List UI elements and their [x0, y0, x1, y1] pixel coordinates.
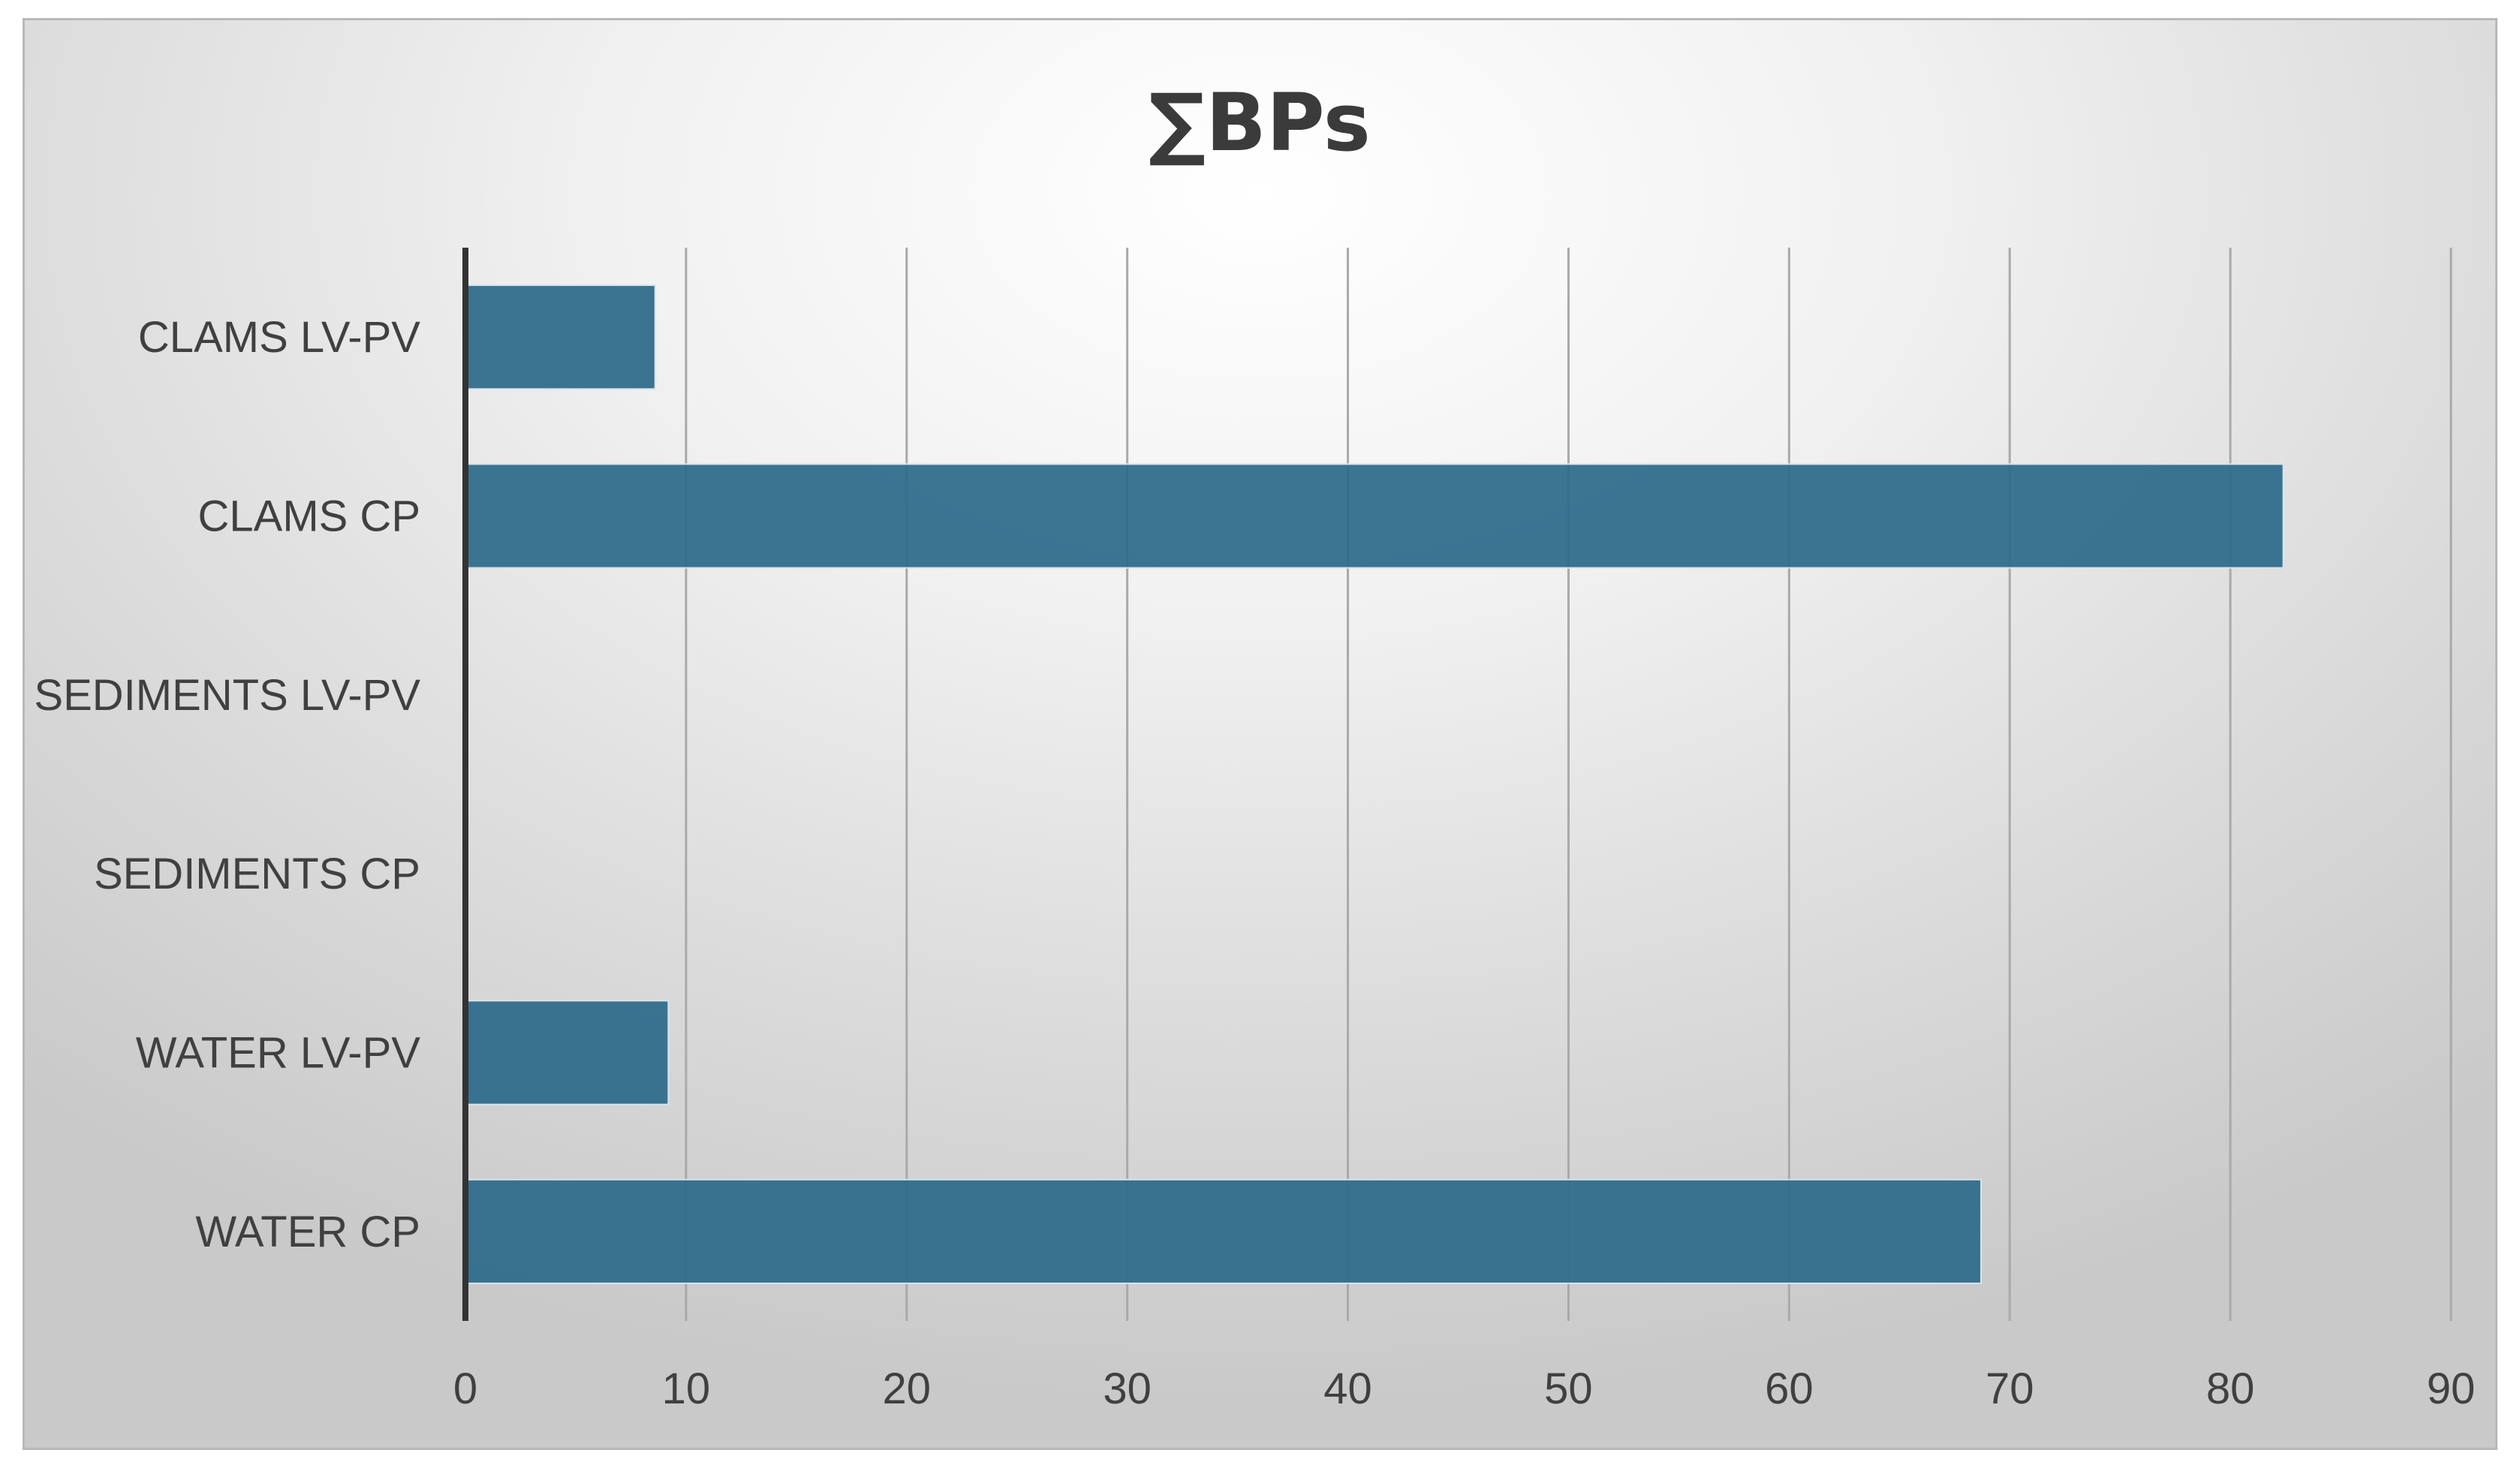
- category-label-clams-lv-pv: CLAMS LV-PV: [138, 313, 420, 362]
- chart-title: ∑BPs: [1149, 77, 1371, 169]
- x-tick-label-60: 60: [1765, 1364, 1814, 1413]
- x-tick-label-10: 10: [662, 1364, 711, 1413]
- bar-water-lv-pv: [465, 1000, 670, 1106]
- category-label-water-cp: WATER CP: [195, 1208, 420, 1256]
- bar-clams-lv-pv: [465, 284, 656, 390]
- gridlines: [685, 248, 2452, 1321]
- category-label-clams-cp: CLAMS CP: [197, 492, 420, 541]
- x-tick-label-0: 0: [453, 1364, 477, 1413]
- x-tick-label-80: 80: [2206, 1364, 2255, 1413]
- category-label-water-lv-pv: WATER LV-PV: [136, 1029, 421, 1078]
- bars: [465, 284, 2284, 1284]
- x-tick-label-30: 30: [1103, 1364, 1152, 1413]
- bar-clams-cp: [465, 463, 2284, 569]
- x-tick-label-70: 70: [1986, 1364, 2034, 1413]
- category-label-sediments-cp: SEDIMENTS CP: [94, 850, 420, 898]
- bar-water-cp: [465, 1178, 1983, 1284]
- x-tick-label-20: 20: [883, 1364, 932, 1413]
- x-tick-label-50: 50: [1544, 1364, 1593, 1413]
- x-tick-label-90: 90: [2427, 1364, 2476, 1413]
- category-label-sediments-lv-pv: SEDIMENTS LV-PV: [34, 671, 420, 720]
- tick-labels: 0 10 20 30 40 50 60 70 80 90: [453, 1364, 2475, 1413]
- x-tick-label-40: 40: [1323, 1364, 1372, 1413]
- category-labels: CLAMS LV-PV CLAMS CP SEDIMENTS LV-PV SEDIME…: [34, 313, 420, 1256]
